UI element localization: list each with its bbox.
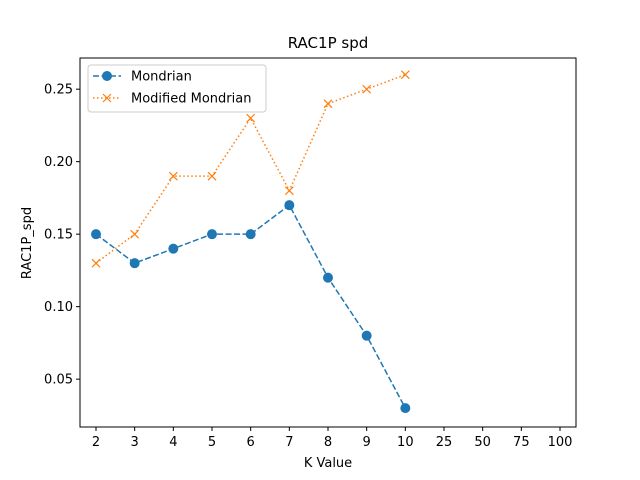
data-point — [361, 330, 372, 341]
legend-label: Mondrian — [131, 70, 192, 85]
x-tick-label: 100 — [548, 435, 573, 450]
data-point — [168, 243, 179, 254]
x-tick-label: 9 — [363, 435, 371, 450]
series-mondrian — [91, 200, 411, 414]
data-point — [129, 258, 140, 269]
x-tick-label: 25 — [436, 435, 453, 450]
y-axis-label: RAC1P_spd — [20, 207, 35, 279]
x-axis: 2 3 4 5 6 7 8 9 10 25 50 75 100 — [92, 427, 573, 450]
x-tick-label: 50 — [474, 435, 491, 450]
data-point — [91, 229, 101, 240]
x-axis-label: K Value — [304, 456, 352, 471]
x-tick-label: 7 — [285, 435, 293, 450]
x-tick-label: 75 — [513, 435, 530, 450]
legend-box — [87, 64, 267, 113]
data-point — [284, 186, 294, 196]
legend-label: Modified Mondrian — [131, 92, 251, 107]
data-point — [284, 200, 295, 211]
data-point — [207, 229, 217, 240]
data-point — [362, 84, 372, 94]
x-tick-label: 8 — [324, 435, 332, 450]
y-axis: 0.05 0.10 0.15 0.20 0.25 — [44, 83, 80, 388]
chart-title: RAC1P spd — [288, 34, 369, 52]
x-tick-label: 10 — [397, 435, 414, 450]
data-point — [323, 272, 333, 283]
legend: Mondrian Modified Mondrian — [87, 64, 267, 113]
y-tick-label: 0.05 — [44, 373, 73, 388]
series-layer — [91, 70, 411, 414]
legend-swatch-marker — [102, 71, 112, 81]
x-tick-label: 6 — [247, 435, 255, 450]
data-point — [245, 229, 256, 240]
data-point — [400, 70, 410, 80]
series-modified-mondrian — [91, 70, 410, 268]
x-tick-label: 5 — [208, 435, 216, 450]
data-point — [400, 403, 411, 414]
series-line — [95, 204, 406, 409]
data-point — [168, 171, 178, 181]
x-tick-label: 3 — [131, 435, 139, 450]
data-point — [91, 258, 101, 268]
plot-frame — [79, 57, 577, 428]
data-point — [246, 113, 256, 123]
y-tick-label: 0.25 — [44, 83, 73, 98]
x-tick-label: 4 — [169, 435, 177, 450]
data-point — [130, 229, 140, 239]
data-point — [207, 171, 217, 181]
legend-swatch-marker — [102, 93, 112, 103]
y-tick-label: 0.10 — [44, 300, 73, 315]
y-tick-label: 0.20 — [44, 155, 73, 170]
y-tick-label: 0.15 — [44, 228, 73, 243]
data-point — [323, 99, 333, 109]
x-tick-label: 2 — [92, 435, 100, 450]
